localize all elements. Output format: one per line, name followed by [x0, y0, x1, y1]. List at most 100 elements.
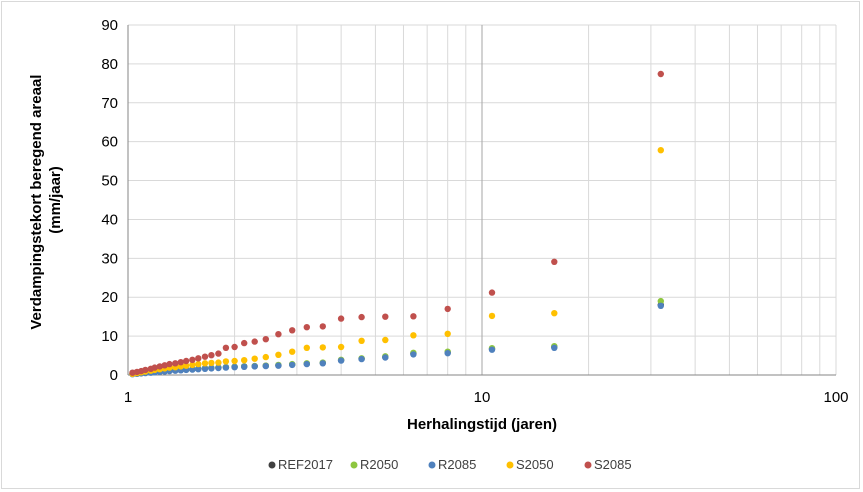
y-axis-title-line-1: Verdampingstekort beregend areaal [28, 75, 45, 330]
data-point-r2085 [189, 366, 196, 373]
gridlines [127, 24, 837, 376]
data-point-s2050 [275, 351, 282, 358]
data-point-r2085 [251, 363, 258, 370]
y-axis-title-line-2: (mm/jaar) [47, 166, 64, 234]
data-point-r2085 [488, 346, 496, 353]
y-tick-label: 30 [101, 250, 118, 267]
data-point-s2085 [208, 352, 215, 359]
legend-label-r2085: R2085 [438, 457, 476, 472]
data-point-s2085 [151, 364, 158, 371]
data-point-s2050 [488, 312, 496, 320]
data-point-s2085 [410, 313, 417, 320]
data-point-s2085 [319, 323, 326, 330]
data-point-r2085 [551, 344, 558, 351]
axes [127, 25, 836, 376]
y-tick-label: 50 [101, 173, 118, 190]
data-point-s2085 [275, 331, 282, 338]
data-point-s2050 [251, 355, 258, 362]
tick-labels: 0 10 20 30 40 50 60 70 80 90 1 10 100 [101, 17, 848, 406]
data-point-r2085 [262, 362, 269, 370]
data-point-r2085 [241, 363, 248, 370]
data-point-s2050 [551, 310, 558, 317]
data-point-s2085 [289, 327, 296, 334]
data-point-s2085 [231, 343, 238, 351]
data-point-s2050 [337, 343, 345, 351]
data-point-s2085 [177, 359, 184, 366]
data-point-r2085 [289, 361, 296, 369]
legend-marker-s2050 [506, 461, 514, 469]
data-point-s2050 [222, 358, 230, 365]
data-point-r2085 [410, 351, 417, 358]
y-tick-label: 60 [101, 134, 118, 151]
legend-marker-r2050 [350, 461, 358, 469]
data-point-s2085 [657, 70, 664, 78]
data-point-s2085 [382, 313, 389, 320]
legend-label-s2085: S2085 [594, 457, 632, 472]
data-point-s2050 [183, 362, 190, 369]
data-point-s2085 [303, 324, 310, 331]
data-point-s2085 [222, 344, 230, 351]
data-point-s2085 [183, 357, 190, 365]
y-tick-label: 90 [101, 17, 118, 34]
data-point-s2085 [444, 305, 451, 313]
data-point-r2085 [657, 302, 664, 309]
legend-marker-ref2017 [268, 461, 276, 469]
y-tick-label: 20 [101, 289, 118, 306]
x-tick-label: 1 [124, 389, 132, 406]
data-point-s2085 [195, 355, 202, 362]
data-point-r2085 [337, 357, 345, 364]
data-point-s2085 [241, 339, 248, 347]
data-point-s2085 [337, 315, 345, 322]
y-axis-title: Verdampingstekort beregend areaal (mm/ja… [28, 70, 64, 329]
y-tick-label: 70 [101, 95, 118, 112]
data-point-s2050 [289, 348, 296, 355]
data-point-s2050 [189, 361, 196, 369]
data-point-r2085 [275, 362, 282, 369]
data-point-s2050 [208, 359, 215, 367]
data-point-s2050 [319, 344, 326, 351]
data-point-s2050 [657, 147, 664, 154]
y-tick-label: 80 [101, 56, 118, 73]
legend: REF2017 R2050 R2085 S2050 S2085 [268, 457, 632, 472]
data-point-r2050 [657, 297, 664, 305]
data-point-r2085 [444, 350, 451, 357]
data-point-r2085 [208, 365, 215, 372]
data-points [129, 70, 664, 378]
data-point-s2085 [488, 289, 496, 296]
legend-label-s2050: S2050 [516, 457, 554, 472]
x-axis-title: Herhalingstijd (jaren) [407, 416, 557, 433]
legend-marker-r2085 [428, 461, 436, 469]
data-point-s2050 [382, 336, 389, 344]
data-point-r2085 [201, 365, 209, 372]
data-point-s2085 [251, 338, 258, 345]
data-point-r2085 [222, 364, 230, 371]
data-point-r2085 [195, 366, 202, 373]
data-point-s2085 [172, 360, 179, 367]
data-point-s2050 [231, 357, 238, 365]
data-point-r2085 [358, 355, 365, 363]
data-point-s2085 [358, 313, 365, 321]
data-point-r2085 [231, 364, 238, 371]
data-point-r2085 [303, 360, 310, 368]
data-point-s2050 [262, 353, 269, 361]
data-point-s2085 [156, 363, 163, 370]
data-point-s2050 [444, 330, 451, 337]
x-tick-label: 100 [823, 389, 848, 406]
data-point-r2085 [215, 364, 222, 372]
data-point-r2085 [319, 360, 326, 367]
data-point-s2085 [201, 353, 209, 360]
y-tick-label: 0 [110, 367, 118, 384]
data-point-s2085 [166, 360, 173, 368]
data-point-s2050 [241, 357, 248, 364]
data-point-s2085 [262, 336, 269, 343]
y-tick-label: 10 [101, 328, 118, 345]
data-point-s2050 [195, 360, 202, 368]
legend-marker-s2085 [584, 461, 592, 469]
x-tick-label: 10 [474, 389, 491, 406]
data-point-s2050 [215, 359, 222, 366]
data-point-s2050 [358, 337, 365, 344]
legend-label-ref2017: REF2017 [278, 457, 333, 472]
data-point-s2050 [410, 332, 417, 339]
